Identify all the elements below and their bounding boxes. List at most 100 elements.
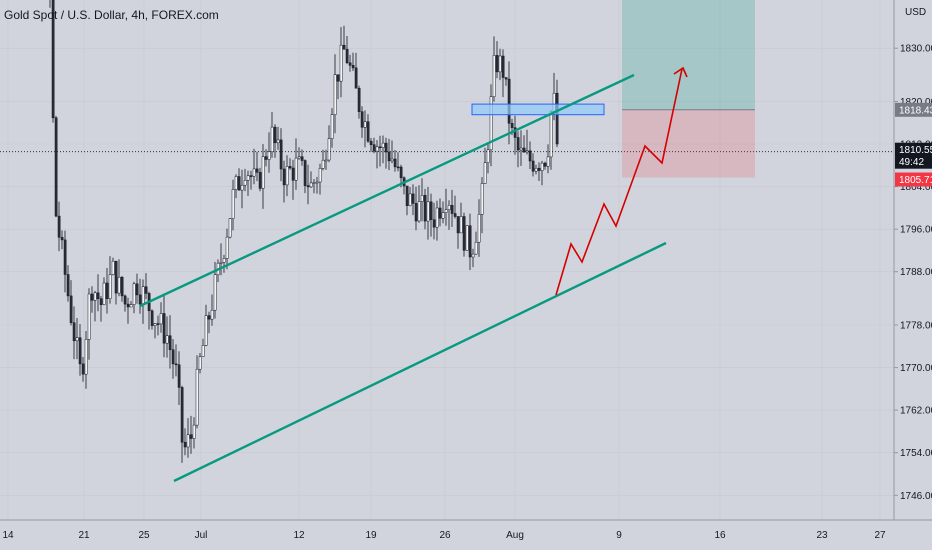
candle-body [432,219,436,228]
candle-body [486,149,490,163]
loss-zone [622,109,755,178]
candle-body [279,139,283,170]
candle-body [555,92,559,145]
candle-body [285,166,289,186]
price-tick-label: 1840.00 [900,0,932,2]
candle-body [528,150,532,162]
candle-body [228,218,232,238]
candle-body [123,295,127,305]
candle-body [405,185,409,206]
candle-body [90,293,94,301]
candle-body [213,274,217,311]
candle-body [546,156,550,167]
projection-arrowhead [673,66,688,78]
candle-body [84,339,88,375]
candle-body [264,156,268,160]
stop-price-label: 1805.71 [899,175,932,186]
candle-body [186,434,190,448]
candle-body [462,216,466,251]
candle-body [132,283,136,305]
candle-body [510,123,514,128]
current-price-label: 1810.55 [899,145,932,156]
candle-body [195,368,199,426]
candle-body [423,195,427,222]
candle-body [288,166,292,169]
countdown-price-label: 49:42 [899,157,924,168]
candle-body [477,214,481,243]
candle-body [465,225,469,251]
time-tick-label: 19 [365,530,377,541]
candle-body [273,126,277,144]
candle-body [135,283,139,296]
candle-body [411,193,415,204]
candle-body [387,151,391,162]
plot-background [0,0,894,520]
chart-title: Gold Spot / U.S. Dollar, 4h, FOREX.com [4,8,219,22]
candle-body [348,62,352,66]
candle-body [450,205,454,214]
candle-body [468,225,472,258]
candle-body [522,147,526,153]
candle-body [240,184,244,191]
candle-body [516,137,520,151]
candle-body [375,146,379,152]
time-tick-label: 16 [714,530,726,541]
candle-body [78,337,82,365]
candle-body [549,111,553,158]
price-tick-label: 1820.00 [900,97,932,108]
candle-body [51,0,55,119]
candle-body [267,151,271,160]
candle-body [345,48,349,64]
candle-body [459,216,463,234]
candle-body [204,315,208,346]
candle-body [324,159,328,162]
candle-body [435,207,439,228]
candle-body [504,77,508,80]
price-tick-label: 1804.00 [900,182,932,193]
candle-body [114,260,118,294]
candle-body [384,142,388,153]
candle-body [117,276,121,294]
candle-body [87,293,91,340]
candle-body [456,216,460,234]
price-tick-label: 1746.00 [900,491,932,502]
price-tick-label: 1770.00 [900,363,932,374]
candle-body [138,294,142,305]
grid [0,0,894,520]
time-tick-label: 9 [616,530,622,541]
candle-body [492,55,496,97]
candle-body [174,363,178,366]
candle-body [156,323,160,325]
price-tick-label: 1796.00 [900,225,932,236]
channel-upper-line [139,73,635,308]
time-axis: 14 21 25 Jul 12 19 26 Aug 9 16 23 27 [0,519,932,541]
candle-body [126,303,130,308]
time-tick-label: Jul [195,530,208,541]
candle-body [495,55,499,73]
candle-body [408,193,412,206]
candle-body [381,142,385,148]
candle-body [99,298,103,305]
time-tick-label: 21 [78,530,90,541]
candle-body [168,335,172,350]
candle-body [57,215,61,238]
candle-body [159,313,163,325]
candle-body [426,201,430,222]
candle-body [321,159,325,169]
candle-body [225,236,229,259]
price-axis: 1746.00 1754.00 1762.00 1770.00 1778.00 1788.… [893,0,932,550]
candle-body [453,213,457,217]
candle-body [393,158,397,168]
time-tick-label: 25 [138,530,150,541]
time-tick-label: 23 [816,530,828,541]
candle-body [243,180,247,186]
candle-body [120,276,124,297]
candle-body [165,335,169,344]
candle-body [141,286,145,305]
candle-body [150,310,154,326]
candle-body [108,274,112,299]
candle-body [543,162,547,167]
